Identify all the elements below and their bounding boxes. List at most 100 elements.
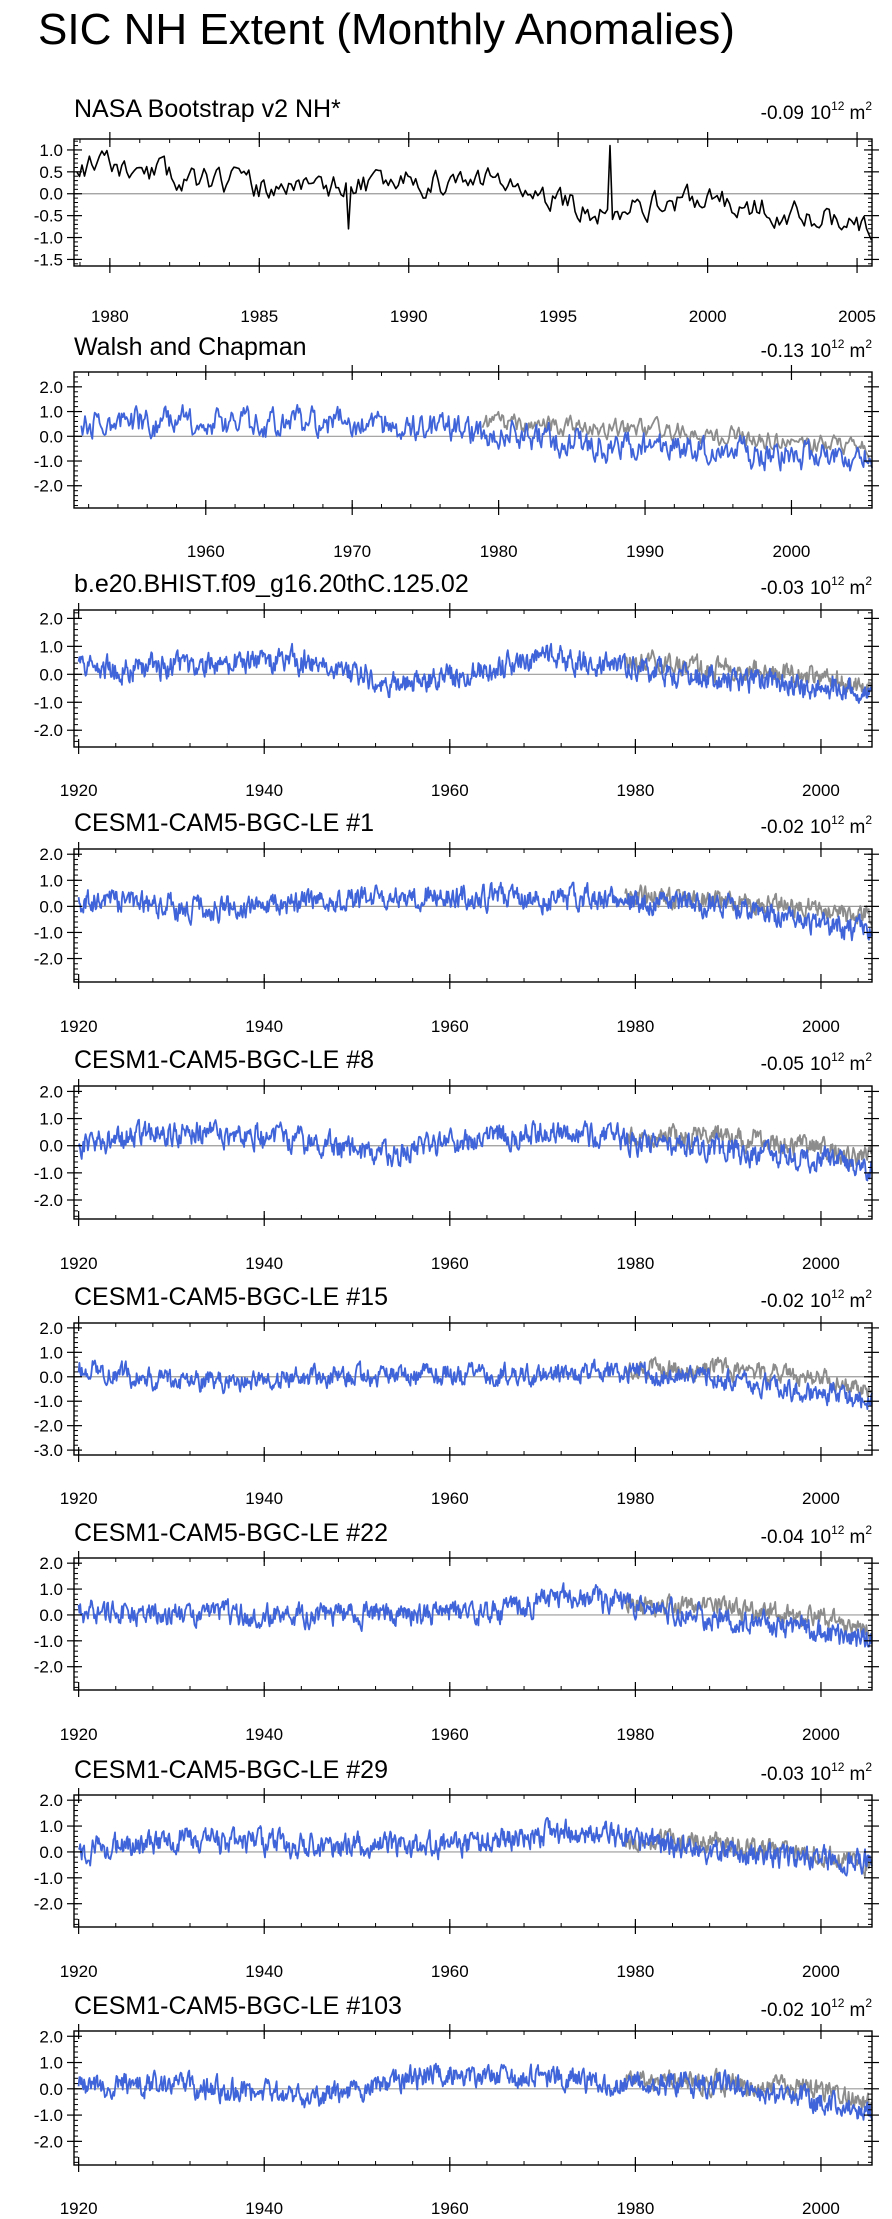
y-tick-label: -2.0: [34, 1895, 63, 1914]
y-tick-label: -1.5: [34, 250, 63, 269]
plot-frame: [73, 1085, 873, 1220]
panel-title: CESM1-CAM5-BGC-LE #1: [74, 809, 374, 837]
trend-unit-suffix-exponent: 2: [865, 1760, 872, 1774]
trend-label: -0.13 1012 m2: [761, 337, 873, 362]
x-tick-label: 1980: [480, 542, 518, 561]
plot-frame: [73, 371, 873, 509]
chart-panel-9: CESM1-CAM5-BGC-LE #103 -0.02 1012 m2 2.0 1.0 0…: [34, 1992, 879, 2218]
series-line-model: [77, 1118, 873, 1182]
trend-unit-base: 10: [810, 103, 831, 124]
chart-panel-7: CESM1-CAM5-BGC-LE #22 -0.04 1012 m2 2.0 1.0 0.…: [34, 1519, 879, 1744]
series-line-model: [77, 1816, 873, 1877]
y-tick-label: -2.0: [34, 950, 63, 969]
y-tick-label: 1.0: [39, 1343, 63, 1362]
series-line-observations: [624, 884, 873, 926]
x-tick-label: 1995: [539, 307, 577, 326]
x-tick-label: 1940: [245, 2199, 283, 2218]
trend-unit-suffix-exponent: 2: [865, 813, 872, 827]
trend-value: -0.02: [761, 817, 804, 838]
trend-unit-base: 10: [810, 2000, 831, 2021]
trend-unit-exponent: 12: [831, 337, 845, 351]
panel-title: CESM1-CAM5-BGC-LE #103: [74, 1992, 402, 2020]
y-tick-label: 2.0: [39, 845, 63, 864]
x-tick-label: 1980: [616, 1725, 654, 1744]
trend-unit-suffix-exponent: 2: [865, 337, 872, 351]
trend-unit-suffix-exponent: 2: [865, 99, 872, 113]
trend-unit-suffix: m: [849, 1527, 865, 1548]
panel-title: Walsh and Chapman: [74, 333, 307, 361]
trend-value: -0.05: [761, 1054, 804, 1075]
plot-frame: [73, 138, 873, 267]
trend-unit-suffix: m: [849, 1054, 865, 1075]
y-tick-label: 0.0: [39, 1606, 63, 1625]
y-tick-label: 0.5: [39, 163, 63, 182]
trend-unit-suffix: m: [849, 103, 865, 124]
y-tick-label: 1.0: [39, 2054, 63, 2073]
chart-panel-4: CESM1-CAM5-BGC-LE #1 -0.02 1012 m2 2.0 1.0 0.0…: [34, 809, 879, 1036]
x-tick-label: 1960: [431, 1962, 469, 1981]
y-tick-label: 0.0: [39, 427, 63, 446]
x-tick-label: 1980: [91, 307, 129, 326]
trend-unit-suffix: m: [849, 1291, 865, 1312]
series-line-observations: [624, 1123, 873, 1168]
panel-title: CESM1-CAM5-BGC-LE #22: [74, 1519, 388, 1547]
y-tick-label: 2.0: [39, 1791, 63, 1810]
x-tick-label: 1940: [245, 781, 283, 800]
y-tick-label: 1.0: [39, 1580, 63, 1599]
trend-unit-exponent: 12: [831, 813, 845, 827]
x-tick-label: 1940: [245, 1017, 283, 1036]
panel-title: NASA Bootstrap v2 NH*: [74, 95, 341, 123]
y-tick-label: 2.0: [39, 2027, 63, 2046]
y-tick-label: 0.0: [39, 1843, 63, 1862]
series-line-walsh-and-chapman: [80, 403, 873, 472]
series-line-model: [77, 881, 873, 942]
trend-value: -0.03: [761, 1764, 804, 1785]
x-tick-label: 1980: [616, 1017, 654, 1036]
y-tick-label: -1.0: [34, 1632, 63, 1651]
trend-unit-base: 10: [810, 578, 831, 599]
x-tick-label: 1940: [245, 1962, 283, 1981]
trend-unit-suffix-exponent: 2: [865, 574, 872, 588]
y-tick-label: -1.0: [34, 452, 63, 471]
y-tick-label: 0.0: [39, 2080, 63, 2099]
chart-panel-2: Walsh and Chapman -0.13 1012 m2 2.0 1.0 0.0 -1.…: [34, 333, 879, 561]
trend-label: -0.09 1012 m2: [761, 99, 873, 124]
x-tick-label: 1920: [60, 1489, 98, 1508]
x-tick-label: 1990: [626, 542, 664, 561]
trend-unit-suffix: m: [849, 341, 865, 362]
x-tick-label: 2000: [773, 542, 811, 561]
trend-unit-exponent: 12: [831, 99, 845, 113]
panel-title: CESM1-CAM5-BGC-LE #15: [74, 1283, 388, 1311]
trend-unit-exponent: 12: [831, 574, 845, 588]
series-line-observations: [624, 1593, 873, 1644]
trend-label: -0.03 1012 m2: [761, 574, 873, 599]
trend-unit-exponent: 12: [831, 1523, 845, 1537]
y-tick-label: -1.0: [34, 923, 63, 942]
trend-value: -0.13: [761, 341, 804, 362]
trend-unit-suffix-exponent: 2: [865, 1523, 872, 1537]
y-tick-label: -1.0: [34, 1164, 63, 1183]
trend-unit-exponent: 12: [831, 1996, 845, 2010]
trend-unit-exponent: 12: [831, 1287, 845, 1301]
y-tick-label: -2.0: [34, 1191, 63, 1210]
trend-unit-suffix-exponent: 2: [865, 1050, 872, 1064]
panel-title: CESM1-CAM5-BGC-LE #8: [74, 1046, 374, 1074]
y-tick-label: -2.0: [34, 477, 63, 496]
trend-label: -0.02 1012 m2: [761, 1287, 873, 1312]
y-tick-label: 0.0: [39, 185, 63, 204]
series-line-model: [77, 1358, 873, 1410]
trend-label: -0.03 1012 m2: [761, 1760, 873, 1785]
x-tick-label: 1940: [245, 1489, 283, 1508]
trend-unit-suffix: m: [849, 2000, 865, 2021]
trend-unit-base: 10: [810, 341, 831, 362]
y-tick-label: -1.0: [34, 2106, 63, 2125]
trend-value: -0.02: [761, 2000, 804, 2021]
y-tick-label: -1.0: [34, 229, 63, 248]
x-tick-label: 1980: [616, 1489, 654, 1508]
series-line-observations: [624, 2067, 873, 2113]
trend-label: -0.02 1012 m2: [761, 813, 873, 838]
y-tick-label: 2.0: [39, 378, 63, 397]
x-tick-label: 1920: [60, 781, 98, 800]
chart-panel-6: CESM1-CAM5-BGC-LE #15 -0.02 1012 m2 2.0 1.0 0.…: [34, 1283, 879, 1508]
y-tick-label: -2.0: [34, 721, 63, 740]
